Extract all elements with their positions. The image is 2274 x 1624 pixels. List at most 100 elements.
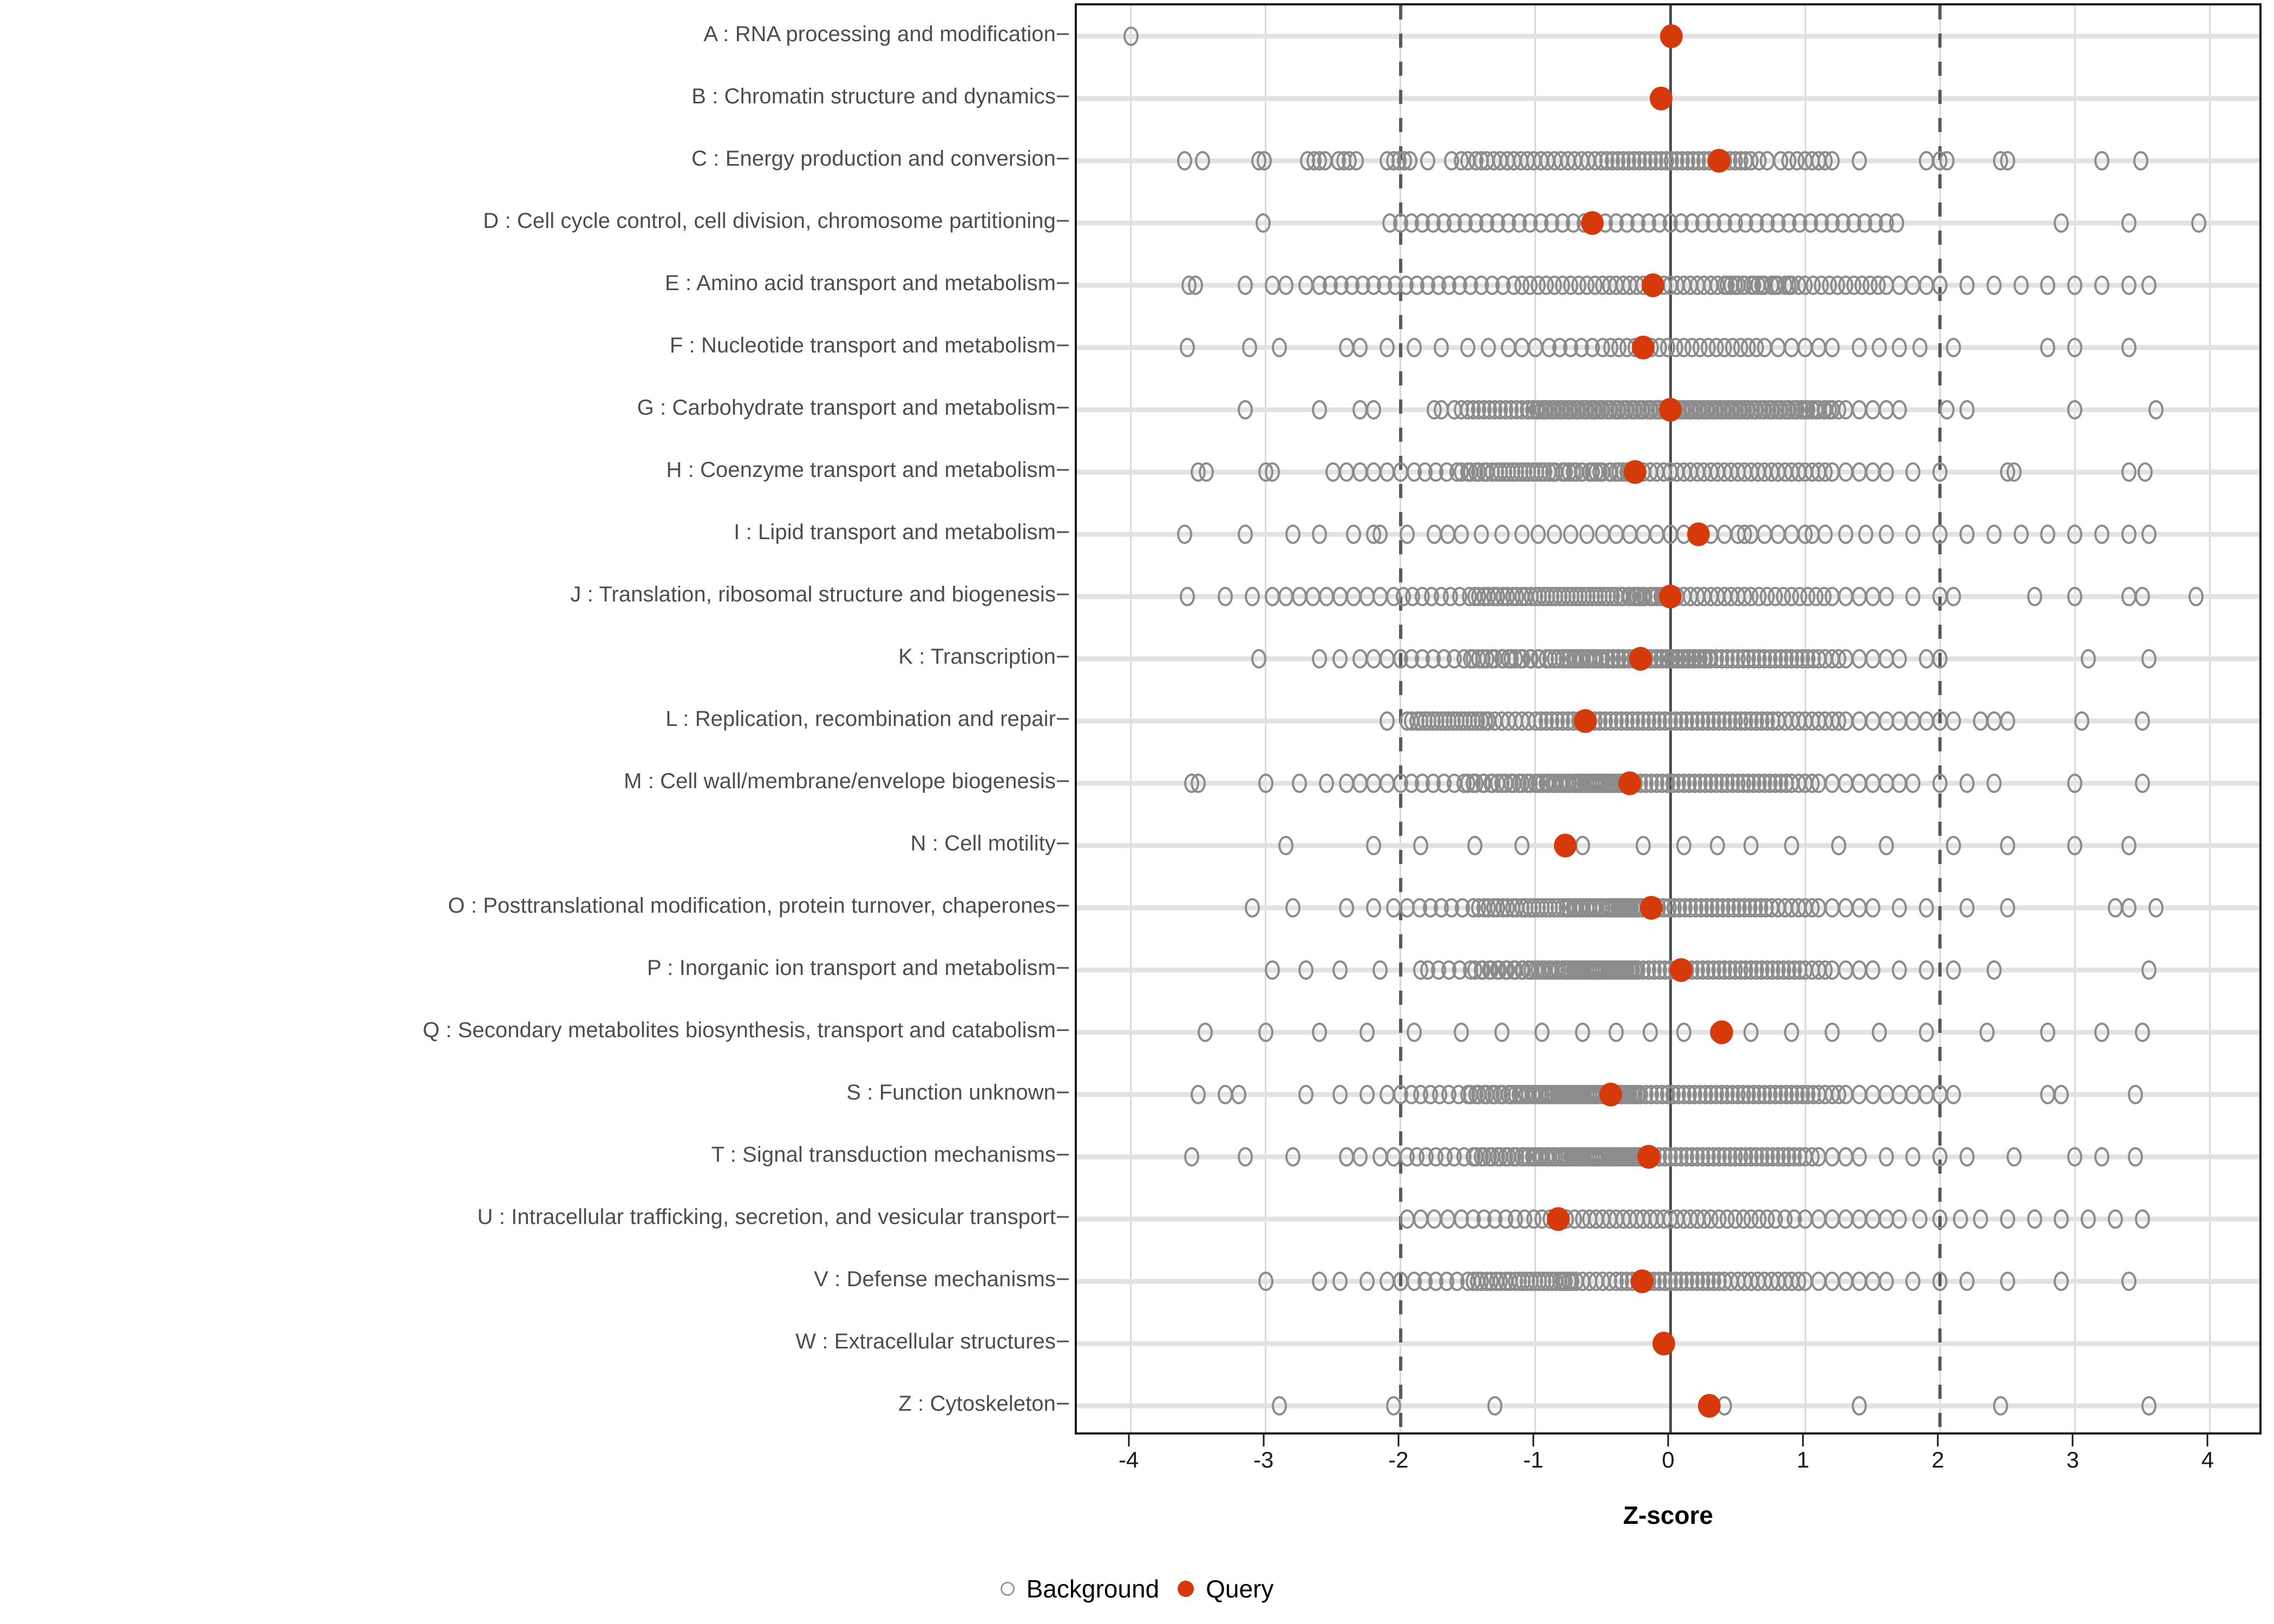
background-point xyxy=(1912,338,1927,358)
background-point xyxy=(1298,1084,1314,1104)
background-point xyxy=(1265,960,1280,980)
background-point xyxy=(1784,338,1800,358)
y-axis-tick xyxy=(1057,967,1069,969)
background-point xyxy=(1865,773,1880,793)
background-point xyxy=(1919,898,1935,918)
background-point xyxy=(1366,400,1381,420)
background-point xyxy=(2067,338,2083,358)
background-point xyxy=(1312,649,1328,669)
background-point xyxy=(1609,525,1624,545)
background-point xyxy=(1919,151,1935,171)
background-point xyxy=(1824,1022,1840,1042)
background-point xyxy=(1373,587,1388,607)
legend: Background Query xyxy=(0,1559,2274,1619)
background-point xyxy=(1366,898,1381,918)
query-point xyxy=(1649,87,1672,111)
background-point xyxy=(1406,1022,1422,1042)
background-point xyxy=(1579,525,1595,545)
x-axis-tick-label: -1 xyxy=(1523,1447,1544,1472)
background-point xyxy=(1798,338,1813,358)
background-point xyxy=(2141,276,2157,296)
background-point xyxy=(1258,1022,1273,1042)
background-point xyxy=(1946,338,1962,358)
y-axis-tick xyxy=(1057,95,1069,97)
background-point xyxy=(1348,151,1364,171)
query-point xyxy=(1698,1393,1721,1418)
y-axis-tick xyxy=(1057,656,1069,658)
background-point xyxy=(1305,587,1321,607)
background-point xyxy=(1999,835,2015,855)
background-point xyxy=(1781,276,1797,296)
background-point xyxy=(2121,525,2136,545)
background-point xyxy=(2067,773,2083,793)
background-point xyxy=(2007,1147,2022,1167)
background-point xyxy=(1710,835,1726,855)
y-axis-label: M : Cell wall/membrane/envelope biogenes… xyxy=(624,769,1056,793)
background-point xyxy=(1636,835,1651,855)
background-point xyxy=(1467,835,1482,855)
background-point xyxy=(1501,338,1517,358)
background-point xyxy=(1851,587,1867,607)
background-point xyxy=(1851,711,1867,731)
y-axis-label: W : Extracellular structures xyxy=(795,1329,1056,1353)
background-point xyxy=(1878,711,1894,731)
background-point xyxy=(1946,587,1962,607)
background-point xyxy=(1824,338,1840,358)
background-point xyxy=(1257,151,1272,171)
background-point xyxy=(1440,525,1455,545)
background-point xyxy=(1824,151,1840,171)
background-point xyxy=(1932,773,1948,793)
background-point xyxy=(1824,587,1840,607)
background-point xyxy=(1811,338,1826,358)
background-point xyxy=(1878,1147,1894,1167)
background-point xyxy=(1798,1209,1813,1229)
y-axis-label: U : Intracellular trafficking, secretion… xyxy=(477,1204,1056,1229)
background-point xyxy=(1838,960,1853,980)
background-point xyxy=(2054,1271,2069,1291)
background-point xyxy=(1999,1209,2015,1229)
background-point xyxy=(1366,835,1381,855)
background-point xyxy=(2067,400,2083,420)
background-point xyxy=(1386,898,1402,918)
background-point xyxy=(2121,338,2136,358)
background-point xyxy=(1919,1022,1935,1042)
y-axis-label: O : Posttranslational modification, prot… xyxy=(448,893,1056,918)
background-point xyxy=(2121,835,2136,855)
background-point xyxy=(1359,1084,1375,1104)
background-point xyxy=(2094,1147,2110,1167)
background-point xyxy=(1865,960,1880,980)
x-axis-tick xyxy=(1802,1435,1804,1446)
background-point xyxy=(1292,587,1307,607)
background-point xyxy=(1487,1396,1503,1416)
background-point xyxy=(1325,462,1341,482)
background-point xyxy=(1824,773,1840,793)
background-point xyxy=(1258,773,1273,793)
background-point xyxy=(1979,1022,1995,1042)
y-axis-tick xyxy=(1057,1403,1069,1405)
background-point xyxy=(1379,1271,1395,1291)
background-point xyxy=(1453,1022,1469,1042)
query-point xyxy=(1580,211,1604,235)
background-point xyxy=(1339,773,1355,793)
background-point xyxy=(2148,400,2164,420)
background-point xyxy=(1238,276,1253,296)
background-point xyxy=(1851,462,1867,482)
x-axis-tick-label: 3 xyxy=(2066,1447,2079,1472)
background-point xyxy=(1905,1084,1921,1104)
y-axis-label: F : Nucleotide transport and metabolism xyxy=(669,333,1056,358)
query-point xyxy=(1640,895,1663,920)
background-point xyxy=(1332,1084,1348,1104)
background-point xyxy=(1872,1022,1887,1042)
background-point xyxy=(2067,587,2083,607)
background-point xyxy=(2007,462,2022,482)
background-point xyxy=(2067,525,2083,545)
background-point xyxy=(1972,711,1988,731)
background-point xyxy=(1905,276,1921,296)
background-point xyxy=(1865,649,1880,669)
background-point xyxy=(1932,711,1948,731)
background-point xyxy=(1851,1271,1867,1291)
query-point xyxy=(1652,1331,1675,1355)
open-circle-icon xyxy=(1000,1582,1015,1596)
x-axis-tick xyxy=(1128,1435,1130,1446)
background-point xyxy=(1494,1022,1510,1042)
